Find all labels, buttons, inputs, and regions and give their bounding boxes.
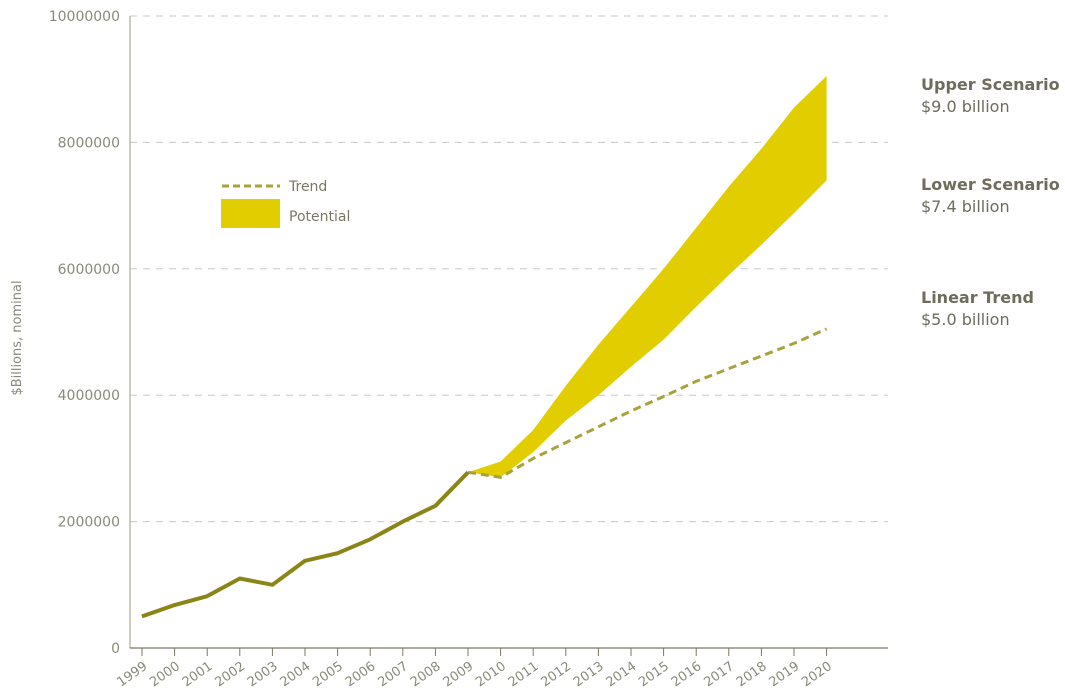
x-tick-label: 2009 — [441, 659, 477, 690]
potential-band — [468, 76, 827, 478]
y-tick-label: 0 — [111, 641, 120, 657]
x-tick-label: 2002 — [212, 659, 248, 690]
x-tick-label: 2008 — [408, 659, 444, 690]
annotation-title: Linear Trend — [921, 288, 1034, 307]
x-tick-label: 2010 — [473, 659, 509, 690]
historical-line — [141, 470, 470, 619]
x-tick-label: 2004 — [278, 659, 314, 690]
y-axis-title: $Billions, nominal — [10, 280, 25, 395]
trend-line — [467, 327, 828, 479]
annotation-title: Upper Scenario — [921, 75, 1060, 94]
x-tick-label: 2005 — [310, 659, 346, 690]
x-tick-label: 2015 — [636, 659, 672, 690]
legend-trend-label: Trend — [288, 179, 327, 195]
annotation-value: $5.0 billion — [921, 310, 1010, 329]
x-tick-label: 2006 — [343, 659, 379, 690]
y-tick-label: 8000000 — [58, 135, 120, 151]
x-tick-label: 2001 — [180, 659, 216, 690]
annotation-value: $7.4 billion — [921, 197, 1010, 216]
x-tick-label: 2019 — [767, 659, 803, 690]
x-tick-label: 2000 — [147, 659, 183, 690]
x-tick-label: 2014 — [604, 659, 640, 690]
x-tick-label: 2013 — [571, 659, 607, 690]
y-tick-label: 2000000 — [58, 515, 120, 531]
y-tick-label: 4000000 — [58, 388, 120, 404]
x-tick-label: 1999 — [115, 659, 151, 690]
x-tick-label: 2018 — [734, 659, 770, 690]
y-tick-label: 10000000 — [49, 9, 120, 25]
legend-potential-label: Potential — [289, 209, 350, 225]
x-tick-label: 2012 — [538, 659, 574, 690]
annotation-title: Lower Scenario — [921, 175, 1060, 194]
x-tick-label: 2017 — [701, 659, 737, 690]
x-tick-label: 2020 — [799, 659, 835, 690]
legend-potential-symbol — [221, 199, 280, 228]
x-tick-label: 2016 — [669, 659, 705, 690]
x-tick-label: 2011 — [506, 659, 542, 690]
annotation-value: $9.0 billion — [921, 97, 1010, 116]
y-tick-label: 6000000 — [58, 262, 120, 278]
x-tick-label: 2007 — [375, 659, 411, 690]
x-tick-label: 2003 — [245, 659, 281, 690]
